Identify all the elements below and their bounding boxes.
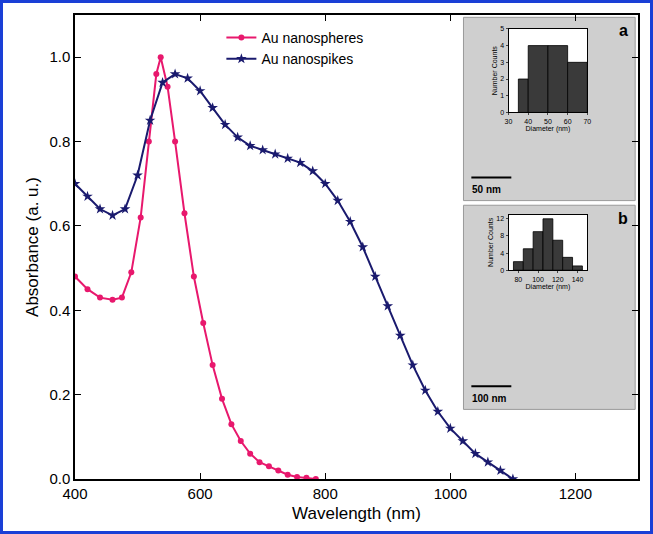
svg-text:b: b — [618, 210, 628, 227]
svg-text:120: 120 — [552, 276, 564, 283]
svg-text:100: 100 — [532, 276, 544, 283]
svg-text:100 nm: 100 nm — [472, 393, 507, 404]
svg-text:1.0: 1.0 — [49, 48, 70, 65]
svg-text:5: 5 — [500, 25, 504, 32]
svg-text:0: 0 — [500, 267, 504, 274]
svg-text:0.6: 0.6 — [49, 217, 70, 234]
svg-text:1000: 1000 — [434, 485, 467, 502]
svg-text:Au nanospheres: Au nanospheres — [261, 30, 363, 46]
svg-text:0: 0 — [500, 109, 504, 116]
svg-text:30: 30 — [505, 118, 513, 125]
svg-text:2: 2 — [500, 75, 504, 82]
svg-text:0.0: 0.0 — [49, 470, 70, 487]
svg-text:8: 8 — [500, 232, 504, 239]
svg-text:Au nanospikes: Au nanospikes — [261, 51, 353, 67]
svg-text:1200: 1200 — [559, 485, 592, 502]
svg-text:Diameter (nm): Diameter (nm) — [526, 283, 571, 291]
svg-text:0.8: 0.8 — [49, 133, 70, 150]
svg-text:50 nm: 50 nm — [472, 184, 501, 195]
svg-text:1: 1 — [500, 92, 504, 99]
svg-text:Absorbance (a. u.): Absorbance (a. u.) — [23, 177, 42, 317]
svg-text:40: 40 — [524, 118, 532, 125]
svg-text:80: 80 — [514, 276, 522, 283]
svg-text:60: 60 — [564, 118, 572, 125]
svg-text:4: 4 — [500, 42, 504, 49]
svg-text:12: 12 — [496, 215, 504, 222]
svg-text:3: 3 — [500, 59, 504, 66]
svg-text:4: 4 — [500, 250, 504, 257]
svg-text:0.2: 0.2 — [49, 386, 70, 403]
svg-text:a: a — [619, 22, 628, 39]
svg-text:Wavelength (nm): Wavelength (nm) — [292, 504, 421, 523]
svg-text:400: 400 — [62, 485, 87, 502]
svg-text:50: 50 — [544, 118, 552, 125]
svg-text:Number Counts: Number Counts — [487, 217, 494, 267]
svg-text:140: 140 — [572, 276, 584, 283]
svg-text:Number Counts: Number Counts — [491, 46, 498, 96]
svg-text:800: 800 — [313, 485, 338, 502]
svg-text:0.4: 0.4 — [49, 302, 70, 319]
svg-text:600: 600 — [188, 485, 213, 502]
svg-text:Diameter (nm): Diameter (nm) — [526, 125, 571, 133]
svg-text:70: 70 — [583, 118, 591, 125]
